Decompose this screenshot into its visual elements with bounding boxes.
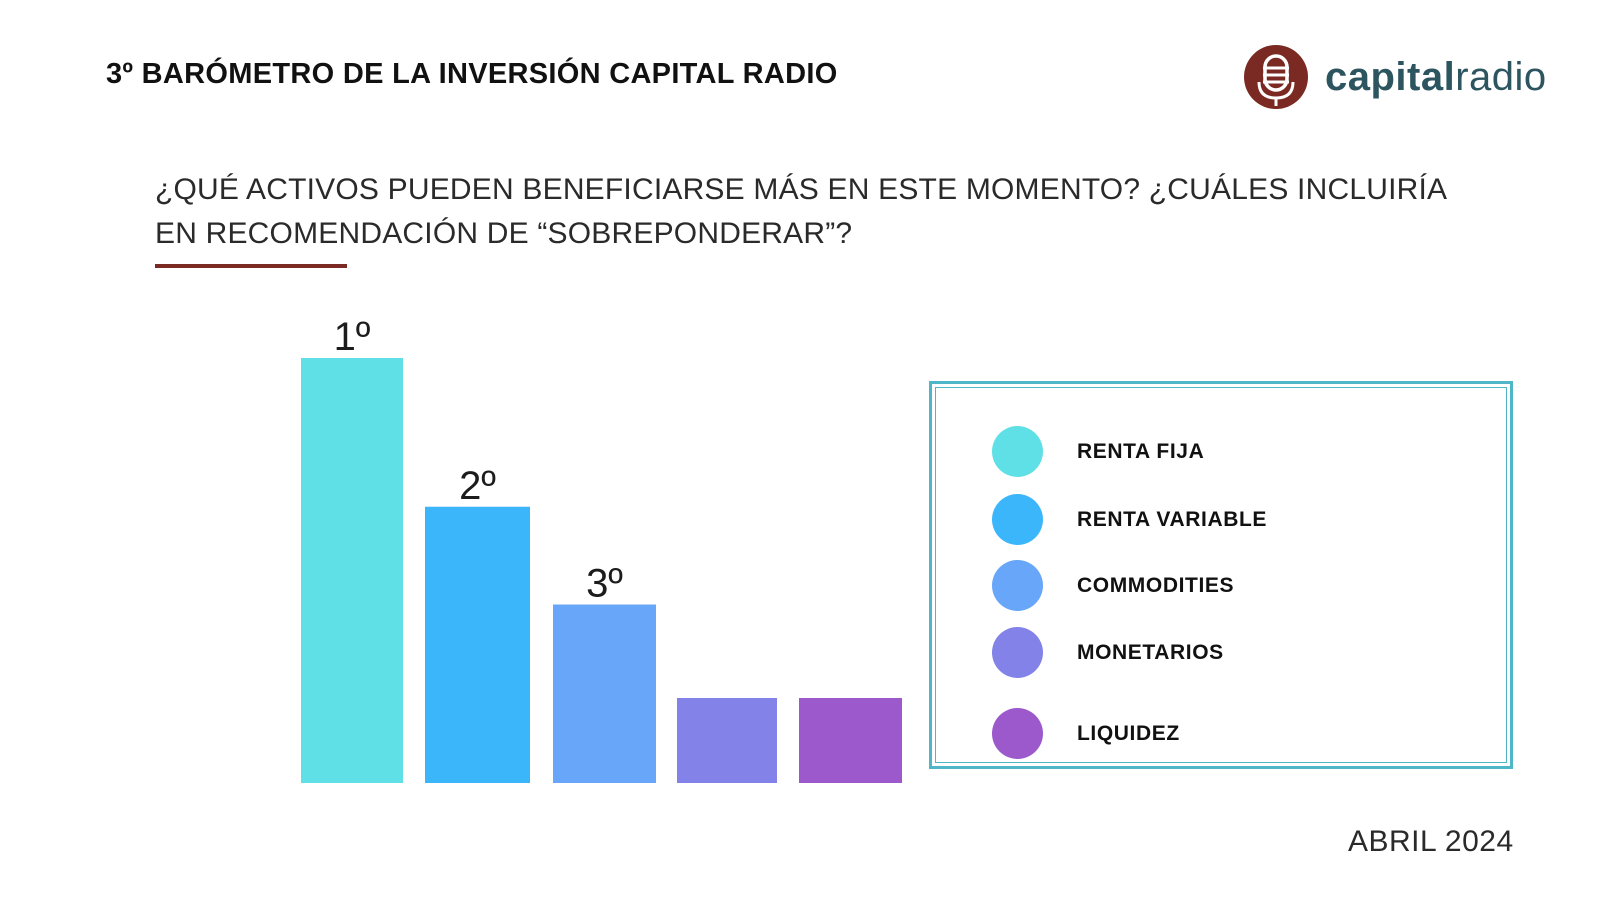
legend-label: COMMODITIES: [1077, 573, 1235, 597]
logo-word-bold: capital: [1325, 54, 1456, 99]
bar-chart: 1º 2º 3º: [301, 315, 902, 783]
rank-label: 3º: [586, 562, 623, 606]
legend-label: LIQUIDEZ: [1077, 721, 1180, 745]
legend-swatch: [992, 426, 1043, 477]
survey-question: ¿QUÉ ACTIVOS PUEDEN BENEFICIARSE MÁS EN …: [155, 173, 1446, 250]
bar-renta-variable: [425, 506, 530, 783]
legend-item: MONETARIOS: [992, 627, 1224, 678]
legend-label: MONETARIOS: [1077, 640, 1224, 664]
brand-logo: capitalradio: [1243, 42, 1547, 112]
legend-swatch: [992, 708, 1043, 759]
legend-swatch: [992, 627, 1043, 678]
legend-item: RENTA FIJA: [992, 426, 1204, 477]
legend-item: RENTA VARIABLE: [992, 494, 1267, 545]
legend-label: RENTA VARIABLE: [1077, 507, 1268, 531]
bar-monetarios: [677, 698, 777, 783]
bar-liquidez: [799, 698, 902, 783]
legend-swatch: [992, 494, 1043, 545]
legend-item: LIQUIDEZ: [992, 708, 1180, 759]
bar-renta-fija: [301, 358, 403, 783]
title-underline: [155, 264, 347, 268]
microphone-globe-icon: [1244, 45, 1308, 109]
rank-label: 1º: [334, 315, 371, 359]
logo-word-light: radio: [1455, 54, 1547, 99]
logo-wordmark: capitalradio: [1325, 55, 1547, 100]
legend-item: COMMODITIES: [992, 560, 1234, 611]
legend-label: RENTA FIJA: [1077, 439, 1205, 463]
page-title: 3º BARÓMETRO DE LA INVERSIÓN CAPITAL RAD…: [106, 58, 838, 90]
rank-label: 2º: [459, 464, 496, 508]
report-date: ABRIL 2024: [1348, 825, 1514, 858]
bar-commodities: [553, 604, 656, 783]
chart-legend: RENTA FIJA RENTA VARIABLE COMMODITIES MONET…: [929, 381, 1513, 769]
legend-swatch: [992, 560, 1043, 611]
